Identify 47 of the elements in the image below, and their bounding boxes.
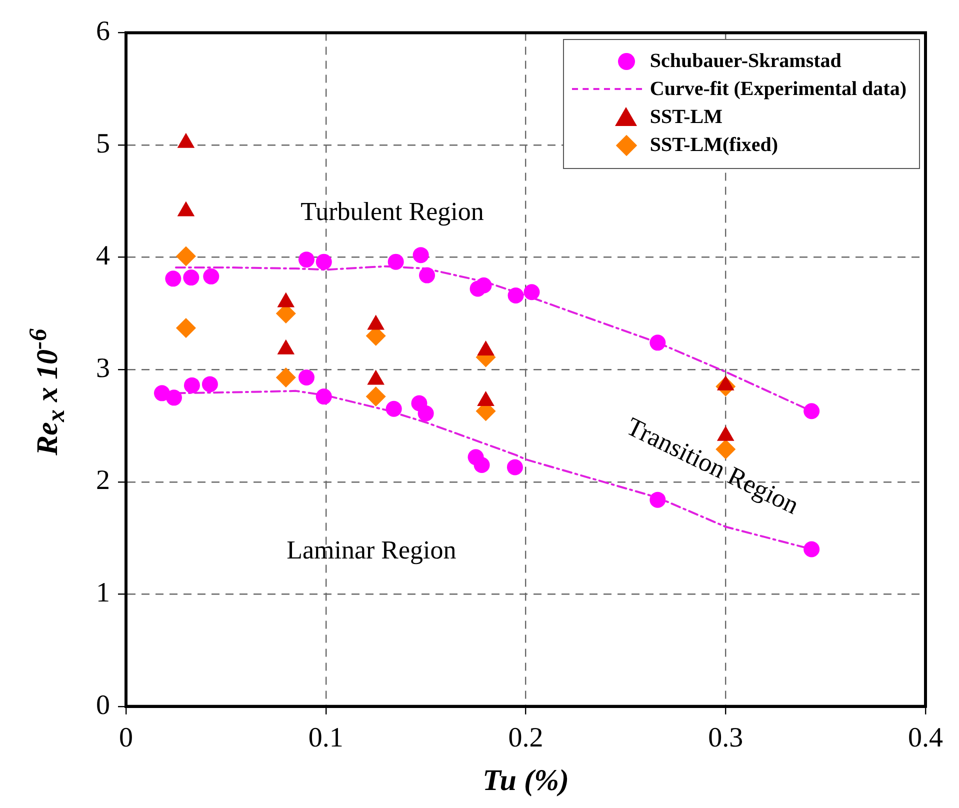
point bbox=[316, 388, 332, 405]
point bbox=[524, 284, 540, 300]
point bbox=[316, 254, 332, 270]
point bbox=[298, 252, 314, 268]
point bbox=[276, 367, 296, 388]
point bbox=[202, 376, 218, 392]
y-tick-label: 3 bbox=[96, 352, 110, 384]
y-tick-label: 5 bbox=[96, 128, 110, 160]
point bbox=[386, 400, 402, 417]
x-axis-title: Tu (%) bbox=[482, 764, 569, 797]
point bbox=[184, 377, 200, 394]
y-tick-label: 6 bbox=[96, 16, 110, 48]
point bbox=[176, 318, 196, 338]
y-tick-label: 2 bbox=[96, 465, 110, 496]
y-tick-label: 0 bbox=[96, 690, 110, 721]
point bbox=[650, 492, 666, 508]
point bbox=[388, 254, 404, 270]
legend-label: Curve-fit (Experimental data) bbox=[650, 78, 906, 102]
y-tick-label: 1 bbox=[96, 577, 110, 608]
point bbox=[804, 541, 820, 558]
point bbox=[166, 390, 182, 406]
point bbox=[804, 403, 820, 420]
x-tick-label: 0.1 bbox=[308, 722, 344, 754]
annotation: Turbulent Region bbox=[300, 197, 484, 226]
x-tick-label: 0.2 bbox=[508, 722, 544, 754]
point bbox=[474, 457, 490, 474]
legend-label: SST-LM bbox=[650, 106, 723, 130]
annotation: Laminar Region bbox=[286, 535, 456, 564]
point bbox=[650, 334, 666, 351]
point bbox=[203, 268, 220, 284]
x-tick-label: 0 bbox=[119, 722, 133, 754]
point bbox=[366, 386, 386, 407]
point bbox=[412, 247, 429, 264]
point bbox=[419, 267, 436, 284]
point bbox=[298, 369, 314, 386]
point bbox=[508, 288, 524, 304]
y-tick-label: 4 bbox=[96, 240, 110, 272]
legend-label: Schubauer-Skramstad bbox=[650, 50, 842, 74]
point bbox=[165, 270, 182, 287]
point bbox=[418, 405, 434, 422]
point bbox=[476, 277, 492, 294]
x-tick-label: 0.3 bbox=[708, 722, 744, 754]
point bbox=[183, 270, 200, 286]
point bbox=[506, 459, 523, 476]
legend-label: SST-LM(fixed) bbox=[650, 134, 778, 158]
x-tick-label: 0.4 bbox=[908, 722, 943, 754]
point bbox=[176, 246, 196, 266]
